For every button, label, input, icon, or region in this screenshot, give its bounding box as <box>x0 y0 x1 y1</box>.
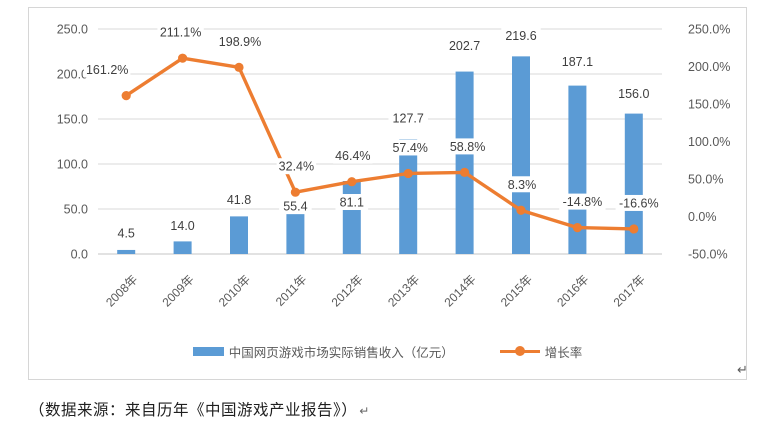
svg-text:-50.0%: -50.0% <box>688 248 728 262</box>
bar-series <box>117 56 643 254</box>
svg-text:46.4%: 46.4% <box>335 149 370 163</box>
svg-text:0.0: 0.0 <box>71 248 88 262</box>
chart-legend: 中国网页游戏市场实际销售收入（亿元） 增长率 <box>29 342 746 360</box>
svg-text:187.1: 187.1 <box>562 55 593 69</box>
bar-series-swatch-icon <box>192 346 224 356</box>
svg-text:100.0%: 100.0% <box>688 135 730 149</box>
y-axis-left-labels: 0.0 50.0 100.0 150.0 200.0 250.0 <box>57 23 88 262</box>
svg-text:2012年: 2012年 <box>329 272 366 309</box>
svg-text:2009年: 2009年 <box>159 272 196 309</box>
svg-text:250.0: 250.0 <box>57 23 88 37</box>
svg-text:2017年: 2017年 <box>611 272 648 309</box>
source-note-text: （数据来源：来自历年《中国游戏产业报告》） <box>29 402 358 419</box>
svg-text:2013年: 2013年 <box>385 272 422 309</box>
svg-text:-16.6%: -16.6% <box>619 196 659 210</box>
svg-text:14.0: 14.0 <box>170 219 194 233</box>
x-axis-labels: 2008年 2009年 2010年 2011年 2012年 2013年 2014年 2015年… <box>103 272 648 309</box>
legend-label-growth: 增长率 <box>544 345 583 360</box>
svg-text:2011年: 2011年 <box>273 272 310 309</box>
svg-text:161.2%: 161.2% <box>86 63 128 77</box>
combo-chart: 0.0 50.0 100.0 150.0 200.0 250.0 -50.0% 0.0% 50.… <box>57 23 731 310</box>
svg-text:55.4: 55.4 <box>283 200 307 214</box>
svg-text:198.9%: 198.9% <box>219 35 261 49</box>
svg-text:41.8: 41.8 <box>227 193 251 207</box>
svg-text:2015年: 2015年 <box>498 272 535 309</box>
svg-text:81.1: 81.1 <box>340 196 364 210</box>
svg-text:200.0%: 200.0% <box>688 60 730 74</box>
svg-text:2008年: 2008年 <box>103 272 140 309</box>
svg-text:100.0: 100.0 <box>57 158 88 172</box>
legend-label-revenue: 中国网页游戏市场实际销售收入（亿元） <box>228 345 454 360</box>
line-series <box>121 53 639 234</box>
line-series-swatch-icon <box>499 346 540 356</box>
svg-text:2014年: 2014年 <box>441 272 478 309</box>
svg-text:4.5: 4.5 <box>118 226 135 240</box>
chart-frame[interactable]: 0.0 50.0 100.0 150.0 200.0 250.0 -50.0% 0.0% 50.… <box>28 7 748 380</box>
y-axis-right-labels: -50.0% 0.0% 50.0% 100.0% 150.0% 200.0% 250.0% <box>688 23 730 262</box>
paragraph-mark-icon: ↵ <box>737 362 748 377</box>
svg-text:127.7: 127.7 <box>393 112 424 126</box>
svg-text:8.3%: 8.3% <box>508 178 537 192</box>
svg-text:50.0: 50.0 <box>64 203 88 217</box>
svg-text:57.4%: 57.4% <box>392 141 427 155</box>
svg-text:150.0%: 150.0% <box>688 98 730 112</box>
source-note-line: （数据来源：来自历年《中国游戏产业报告》） ↵ <box>29 398 370 420</box>
svg-text:211.1%: 211.1% <box>160 26 201 40</box>
svg-text:219.6: 219.6 <box>505 29 536 43</box>
bar-data-labels: 4.5 14.0 41.8 55.4 81.1 127.7 202.7 219.6 187.1 1… <box>113 27 654 241</box>
svg-text:-14.8%: -14.8% <box>563 195 603 209</box>
line-data-labels: 161.2% 211.1% 198.9% 32.4% 46.4% 57.4% 58.8% 8.… <box>84 24 662 211</box>
paragraph-mark-icon: ↵ <box>359 404 370 418</box>
svg-text:156.0: 156.0 <box>618 87 649 101</box>
svg-text:0.0%: 0.0% <box>688 210 717 224</box>
svg-text:2010年: 2010年 <box>216 272 253 309</box>
svg-text:200.0: 200.0 <box>57 68 88 82</box>
svg-text:58.8%: 58.8% <box>450 140 485 154</box>
svg-text:202.7: 202.7 <box>449 39 480 53</box>
legend-entry-revenue: 中国网页游戏市场实际销售收入（亿元） <box>192 342 454 361</box>
svg-text:250.0%: 250.0% <box>688 23 730 37</box>
svg-text:150.0: 150.0 <box>57 113 88 127</box>
svg-text:32.4%: 32.4% <box>279 160 314 174</box>
legend-entry-growth: 增长率 <box>499 342 583 361</box>
svg-text:50.0%: 50.0% <box>688 173 723 187</box>
svg-text:2016年: 2016年 <box>554 272 591 309</box>
